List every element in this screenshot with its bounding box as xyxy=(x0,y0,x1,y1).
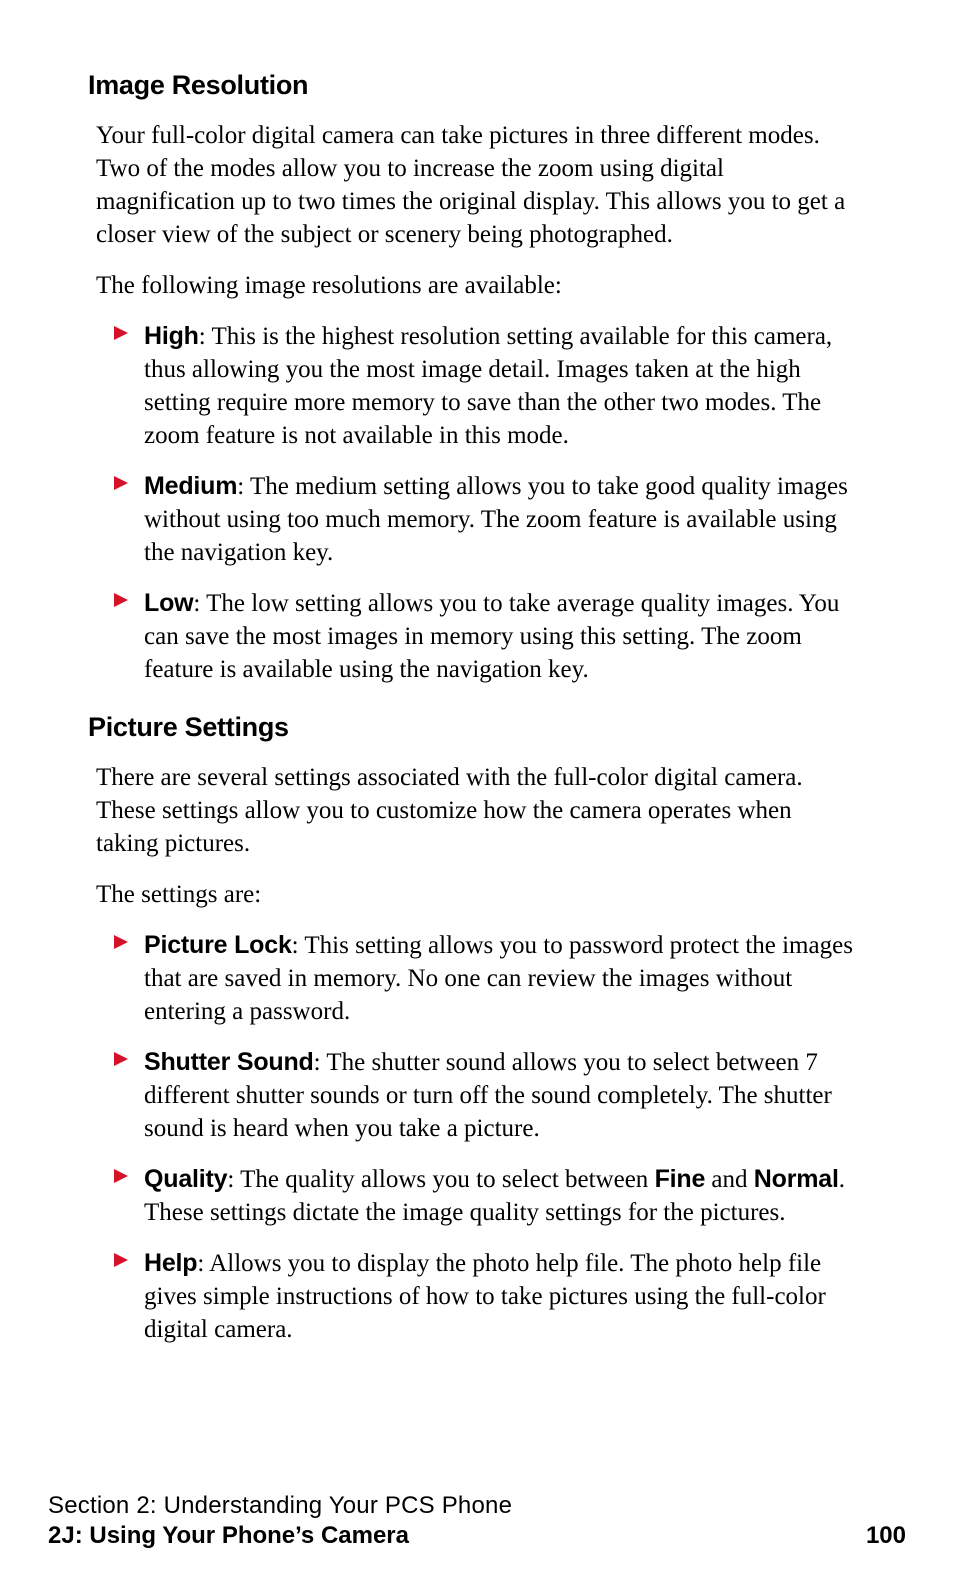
term-high: High xyxy=(144,322,199,350)
desc-high: : This is the highest resolution setting… xyxy=(144,323,832,449)
list-item: Low: The low setting allows you to take … xyxy=(114,587,858,686)
term-shutter-sound: Shutter Sound xyxy=(144,1048,314,1076)
desc-quality-mid: and xyxy=(705,1166,754,1193)
term-medium: Medium xyxy=(144,472,237,500)
desc-low: : The low setting allows you to take ave… xyxy=(144,590,839,683)
footer-section-label: Section 2: Understanding Your PCS Phone xyxy=(48,1492,906,1520)
term-low: Low xyxy=(144,589,193,617)
desc-help: : Allows you to display the photo help f… xyxy=(144,1250,826,1343)
term-quality: Quality xyxy=(144,1165,227,1193)
page-content: Image Resolution Your full-color digital… xyxy=(0,0,954,1346)
list-item: Quality: The quality allows you to selec… xyxy=(114,1163,858,1229)
triangle-bullet-icon xyxy=(114,1052,134,1066)
para-image-resolution-1: Your full-color digital camera can take … xyxy=(96,119,858,251)
list-item: High: This is the highest resolution set… xyxy=(114,320,858,452)
page-number: 100 xyxy=(866,1522,906,1550)
desc-medium: : The medium setting allows you to take … xyxy=(144,473,848,566)
triangle-bullet-icon xyxy=(114,326,134,340)
para-image-resolution-2: The following image resolutions are avai… xyxy=(96,269,858,302)
list-picture-settings: Picture Lock: This setting allows you to… xyxy=(96,929,858,1346)
heading-picture-settings: Picture Settings xyxy=(88,712,866,743)
para-picture-settings-1: There are several settings associated wi… xyxy=(96,761,858,860)
list-item-body: Medium: The medium setting allows you to… xyxy=(144,470,858,569)
heading-image-resolution: Image Resolution xyxy=(88,70,866,101)
list-item-body: Picture Lock: This setting allows you to… xyxy=(144,929,858,1028)
term-help: Help xyxy=(144,1249,197,1277)
opt-normal: Normal xyxy=(754,1165,839,1193)
list-item-body: Quality: The quality allows you to selec… xyxy=(144,1163,858,1229)
list-item-body: Shutter Sound: The shutter sound allows … xyxy=(144,1046,858,1145)
para-picture-settings-2: The settings are: xyxy=(96,878,858,911)
list-item: Help: Allows you to display the photo he… xyxy=(114,1247,858,1346)
list-item: Picture Lock: This setting allows you to… xyxy=(114,929,858,1028)
list-item-body: High: This is the highest resolution set… xyxy=(144,320,858,452)
term-picture-lock: Picture Lock xyxy=(144,931,292,959)
list-item: Shutter Sound: The shutter sound allows … xyxy=(114,1046,858,1145)
triangle-bullet-icon xyxy=(114,1169,134,1183)
desc-quality-pre: : The quality allows you to select betwe… xyxy=(227,1166,654,1193)
triangle-bullet-icon xyxy=(114,935,134,949)
triangle-bullet-icon xyxy=(114,1253,134,1267)
list-item: Medium: The medium setting allows you to… xyxy=(114,470,858,569)
footer-subsection-label: 2J: Using Your Phone’s Camera xyxy=(48,1522,409,1550)
page-footer: Section 2: Understanding Your PCS Phone … xyxy=(48,1492,906,1550)
list-image-resolutions: High: This is the highest resolution set… xyxy=(96,320,858,686)
triangle-bullet-icon xyxy=(114,593,134,607)
list-item-body: Low: The low setting allows you to take … xyxy=(144,587,858,686)
opt-fine: Fine xyxy=(655,1165,706,1193)
list-item-body: Help: Allows you to display the photo he… xyxy=(144,1247,858,1346)
triangle-bullet-icon xyxy=(114,476,134,490)
